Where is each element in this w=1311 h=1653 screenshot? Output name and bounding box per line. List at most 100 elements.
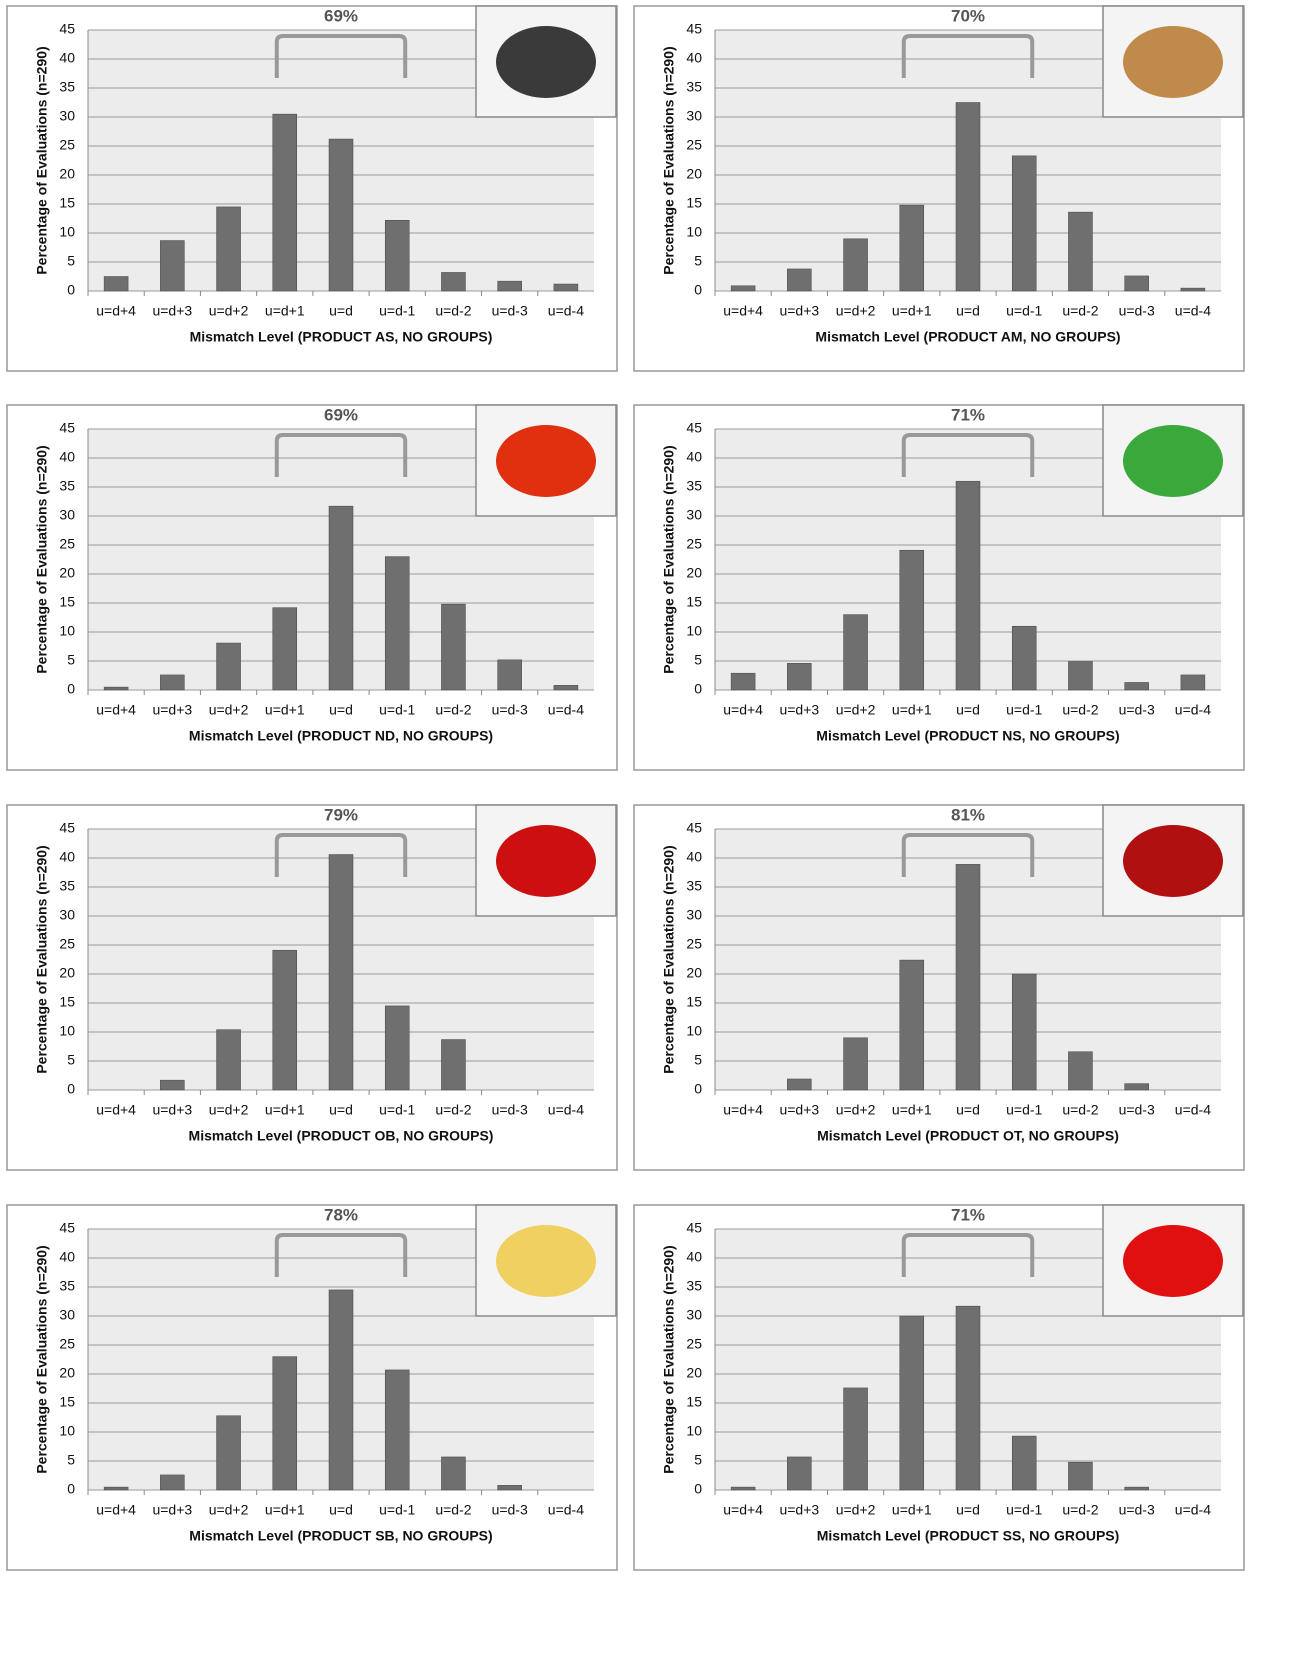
y-tick-label: 35 — [686, 1278, 702, 1294]
x-tick-label: u=d — [956, 702, 980, 718]
x-tick-label: u=d-2 — [1062, 702, 1098, 718]
y-tick-label: 30 — [686, 907, 702, 923]
y-tick-label: 20 — [59, 965, 75, 981]
y-tick-label: 10 — [686, 224, 702, 240]
y-tick-label: 35 — [686, 79, 702, 95]
x-tick-label: u=d-3 — [492, 303, 528, 319]
bar — [955, 102, 981, 292]
bar — [1180, 674, 1206, 691]
bar — [730, 672, 756, 691]
bar — [787, 268, 812, 292]
bar — [1180, 287, 1206, 292]
chart-panel: 0 5 10 15 20 25 30 35 40 45 u=d+4 u=d+3 u=d+2 u=d+1 u=… — [6, 804, 618, 1171]
x-tick-label: u=d-4 — [548, 702, 584, 718]
y-tick-label: 20 — [686, 166, 702, 182]
x-tick-label: u=d-2 — [435, 1502, 471, 1518]
x-tick-label: u=d+4 — [723, 1502, 763, 1518]
x-axis-label: Mismatch Level (PRODUCT AM, NO GROUPS) — [815, 329, 1120, 345]
bar — [899, 1315, 925, 1491]
y-tick-label: 0 — [694, 282, 702, 298]
x-axis-label: Mismatch Level (PRODUCT SS, NO GROUPS) — [817, 1528, 1120, 1544]
x-tick-label: u=d+2 — [209, 702, 249, 718]
x-tick-label: u=d-1 — [379, 303, 415, 319]
bar — [328, 854, 354, 1091]
y-axis-label: Percentage of Evaluations (n=290) — [34, 845, 50, 1073]
y-axis-label: Percentage of Evaluations (n=290) — [34, 1245, 50, 1473]
bar — [103, 276, 129, 292]
y-tick-label: 10 — [59, 224, 75, 240]
x-tick-label: u=d+1 — [892, 1102, 932, 1118]
y-tick-label: 25 — [686, 1336, 702, 1352]
chart-panel: 0 5 10 15 20 25 30 35 40 45 u=d+4 u=d+3 u=d+2 u=d+1 u=… — [6, 1204, 618, 1571]
bar — [1011, 973, 1037, 1091]
bar — [843, 614, 868, 691]
x-tick-label: u=d-4 — [548, 1102, 584, 1118]
bar — [553, 685, 579, 691]
y-axis-label: Percentage of Evaluations (n=290) — [34, 445, 50, 673]
y-tick-label: 20 — [59, 166, 75, 182]
y-tick-label: 30 — [59, 1307, 75, 1323]
y-tick-label: 25 — [59, 137, 75, 153]
x-tick-label: u=d-3 — [492, 702, 528, 718]
bar — [1068, 1051, 1093, 1091]
y-tick-label: 15 — [686, 994, 702, 1010]
product-shape — [1123, 825, 1223, 897]
y-tick-label: 35 — [59, 478, 75, 494]
bar — [272, 949, 298, 1091]
x-tick-label: u=d+1 — [892, 702, 932, 718]
y-tick-label: 25 — [59, 1336, 75, 1352]
bracket — [274, 34, 408, 78]
x-tick-label: u=d+2 — [836, 303, 876, 319]
bar — [160, 1079, 185, 1091]
chart-panel: 0 5 10 15 20 25 30 35 40 45 u=d+4 u=d+3 u=d+2 u=d+1 u=… — [6, 5, 618, 372]
y-tick-label: 40 — [59, 50, 75, 66]
x-tick-label: u=d+2 — [209, 303, 249, 319]
y-tick-label: 5 — [694, 652, 702, 668]
y-axis-label: Percentage of Evaluations (n=290) — [34, 46, 50, 274]
bar — [441, 272, 466, 292]
x-tick-label: u=d — [329, 702, 353, 718]
x-tick-label: u=d-2 — [1062, 303, 1098, 319]
y-tick-label: 40 — [59, 1249, 75, 1265]
bar — [730, 285, 756, 292]
x-tick-label: u=d-2 — [435, 1102, 471, 1118]
y-tick-label: 25 — [686, 936, 702, 952]
x-tick-label: u=d+1 — [265, 303, 305, 319]
y-axis-label: Percentage of Evaluations (n=290) — [661, 845, 677, 1073]
bar — [1068, 661, 1093, 691]
annotation: 79% — [324, 805, 358, 824]
x-tick-label: u=d+1 — [892, 303, 932, 319]
x-tick-label: u=d — [329, 1502, 353, 1518]
bar — [216, 642, 241, 691]
y-tick-label: 45 — [59, 820, 75, 836]
x-tick-label: u=d+3 — [779, 303, 819, 319]
y-tick-label: 45 — [686, 820, 702, 836]
x-axis-label: Mismatch Level (PRODUCT ND, NO GROUPS) — [189, 728, 493, 744]
y-tick-label: 40 — [686, 1249, 702, 1265]
annotation: 78% — [324, 1205, 358, 1224]
y-tick-label: 35 — [59, 79, 75, 95]
product-shape — [1123, 425, 1223, 497]
x-tick-label: u=d-1 — [379, 1102, 415, 1118]
y-tick-label: 15 — [686, 1394, 702, 1410]
y-tick-label: 10 — [686, 1023, 702, 1039]
y-tick-label: 40 — [686, 449, 702, 465]
annotation: 81% — [951, 805, 985, 824]
x-tick-label: u=d-1 — [379, 1502, 415, 1518]
y-tick-label: 35 — [59, 1278, 75, 1294]
product-shape — [496, 825, 596, 897]
bar — [497, 1485, 522, 1491]
bar — [1011, 625, 1037, 691]
product-shape — [496, 26, 596, 98]
x-tick-label: u=d+4 — [96, 1102, 136, 1118]
chart-panel: 0 5 10 15 20 25 30 35 40 45 u=d+4 u=d+3 u=d+2 u=d+1 u=… — [633, 1204, 1245, 1571]
bar — [843, 1387, 868, 1491]
x-tick-label: u=d — [329, 1102, 353, 1118]
y-tick-label: 45 — [686, 420, 702, 436]
x-axis-label: Mismatch Level (PRODUCT AS, NO GROUPS) — [190, 329, 493, 345]
y-tick-label: 35 — [686, 878, 702, 894]
bar — [216, 1415, 241, 1491]
annotation: 69% — [324, 405, 358, 424]
y-tick-label: 35 — [686, 478, 702, 494]
y-tick-label: 20 — [686, 1365, 702, 1381]
